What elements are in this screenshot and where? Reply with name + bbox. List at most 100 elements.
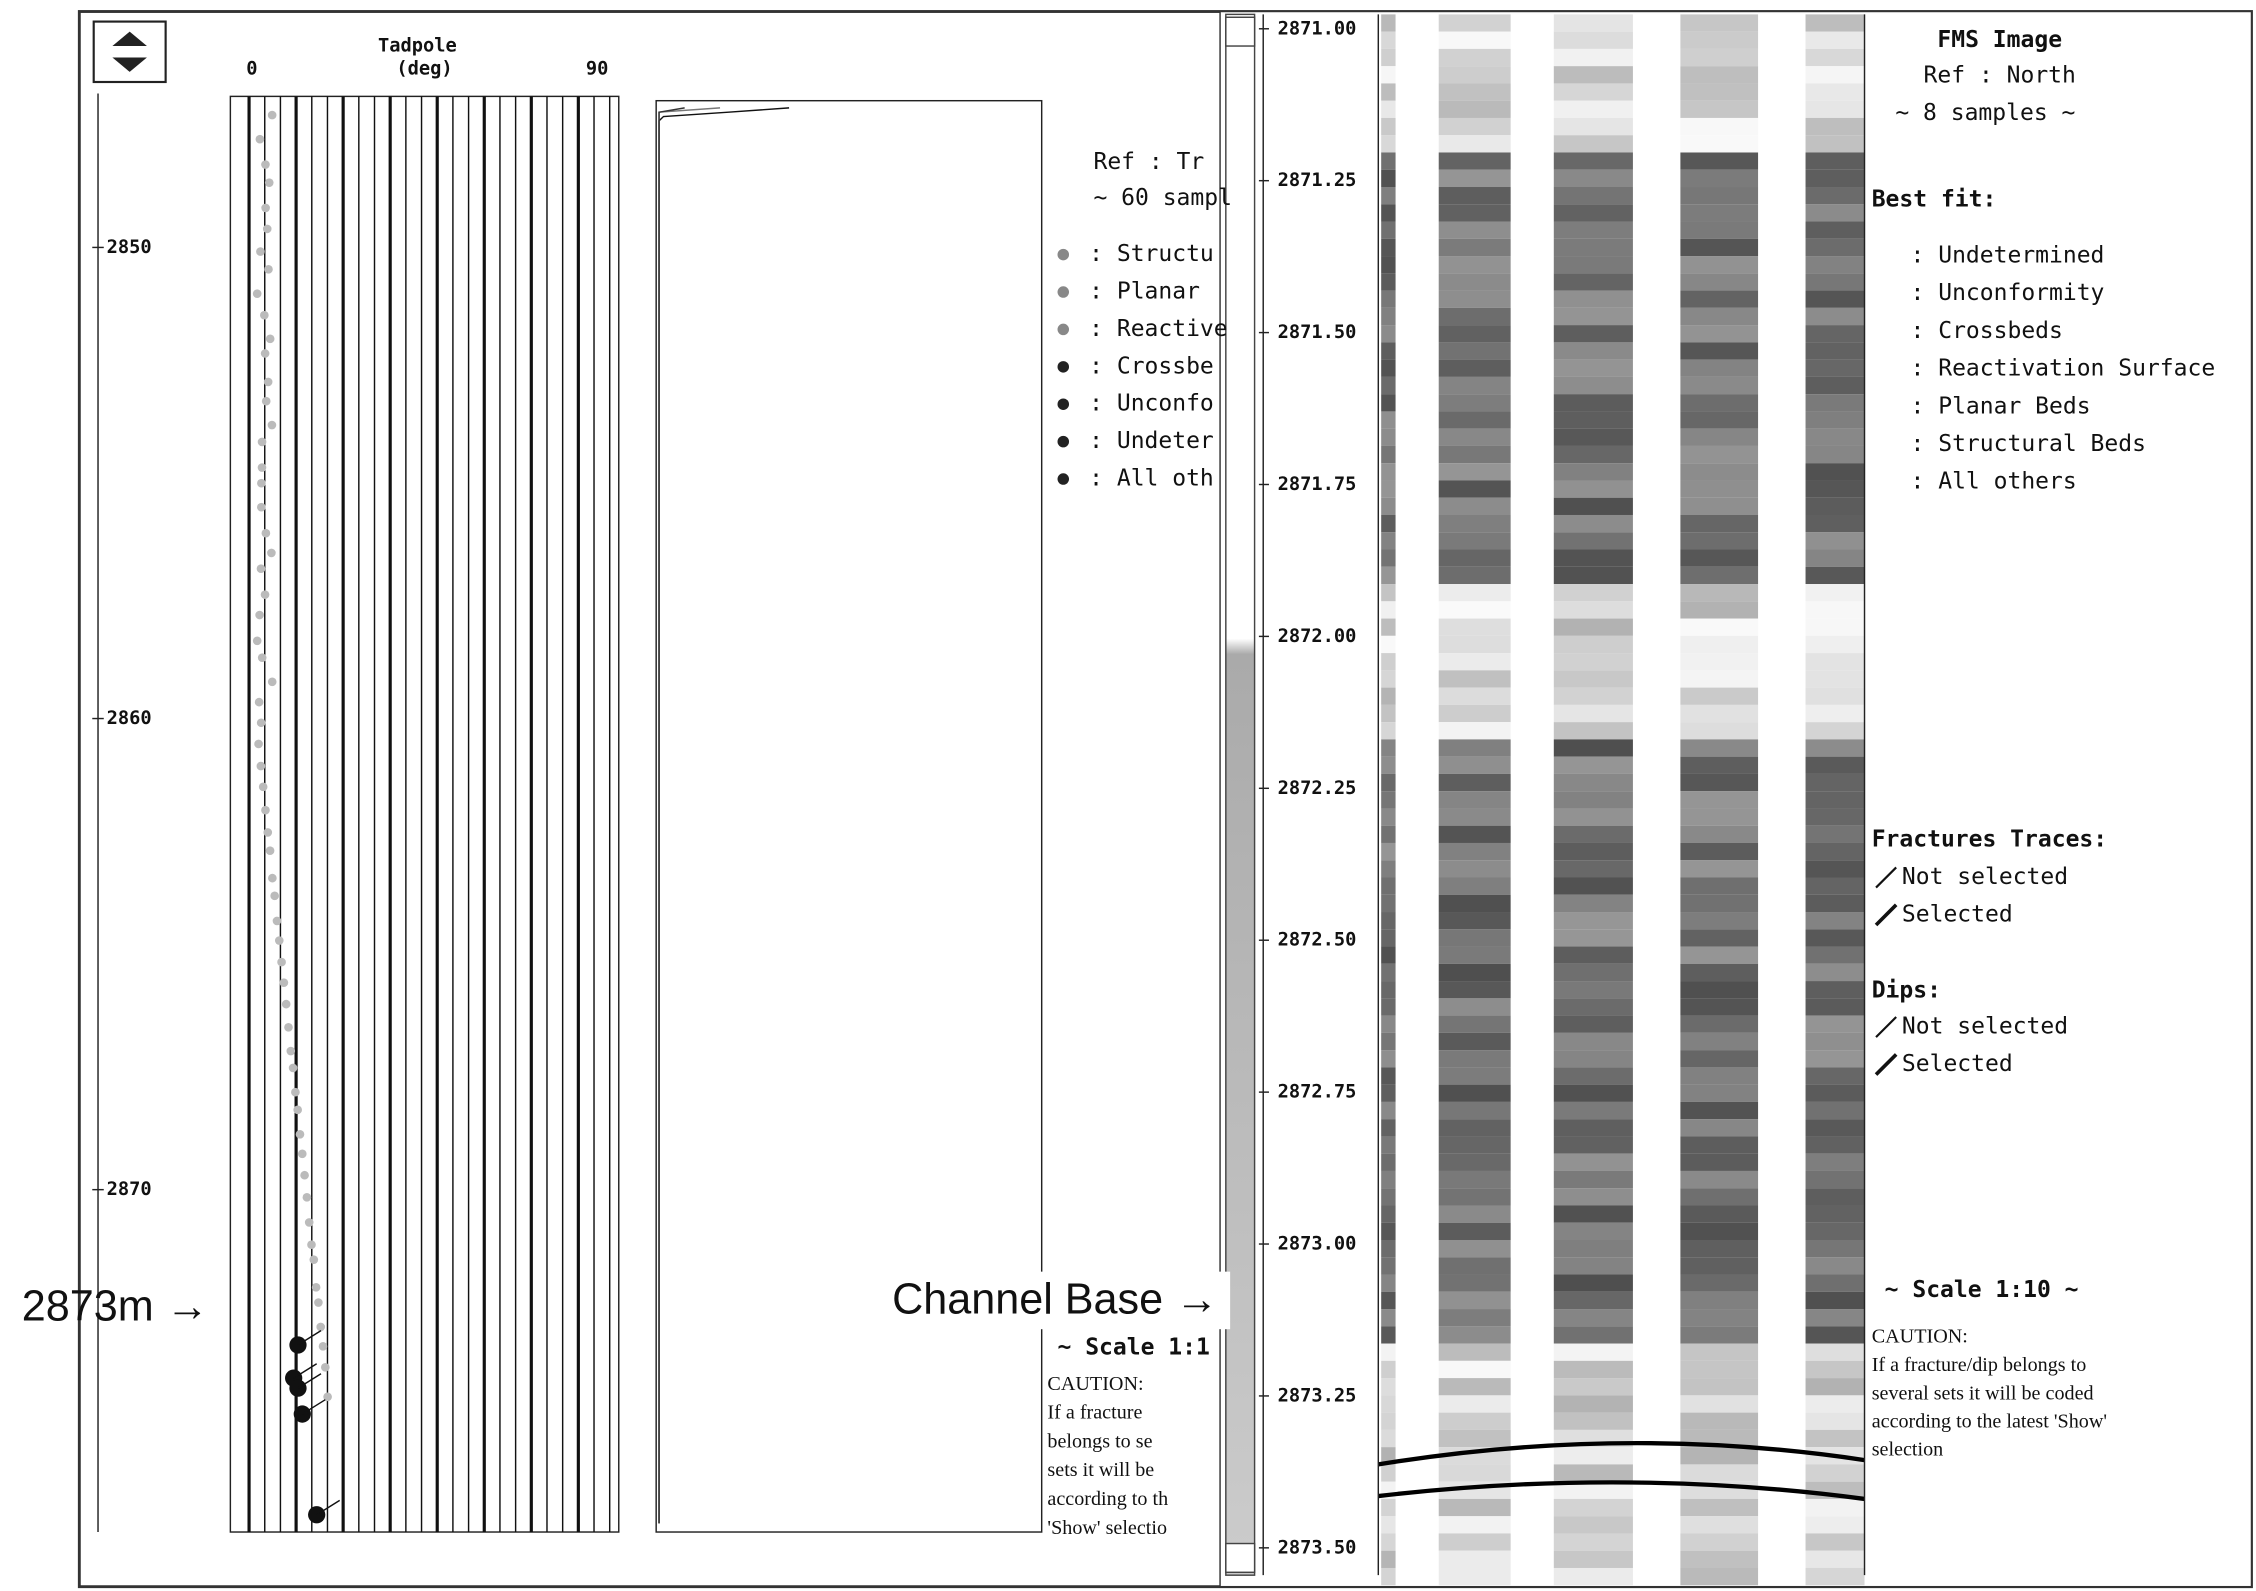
legend-dot [1057,435,1070,448]
image-patch [1805,998,1865,1016]
image-patch [1805,514,1865,533]
image-patch [1381,1378,1396,1396]
image-patch [1680,808,1759,826]
image-patch [1381,204,1396,222]
tadpole [260,590,270,599]
image-patch [1438,1257,1511,1275]
tadpole [255,134,265,144]
image-patch [1553,1257,1633,1275]
legend-items-item: : Undeter [1089,428,1214,454]
image-patch [1438,1222,1511,1241]
image-patch [1553,1498,1633,1517]
image-patch [1553,1136,1633,1154]
image-patch [1680,411,1759,429]
scrollbar[interactable] [1225,13,1256,1576]
image-patch [1805,428,1865,446]
image-patch [1680,1274,1759,1292]
scroll-button[interactable] [92,20,167,84]
image-patch [1438,14,1511,32]
image-patch [1805,1533,1865,1551]
image-patch [1680,998,1759,1016]
image-patch [1438,998,1511,1016]
image-patch [1381,1136,1396,1154]
image-patch [1805,1326,1865,1344]
best-fit-items-item: : All others [1911,469,2077,495]
image-patch [1438,825,1511,843]
image-patch [1805,791,1865,809]
image-patch [1553,1567,1633,1586]
tadpole [281,999,291,1009]
image-patch [1438,1326,1511,1344]
image-patch [1805,1119,1865,1137]
image-patch [1553,100,1633,118]
image-patch [1381,1412,1396,1430]
tadpole [261,396,271,406]
tadpole [307,1240,316,1250]
tadpole [274,936,284,945]
depth-labels-item: 2873.25 [1278,1385,1357,1406]
tadpole [295,1129,305,1139]
image-patch [1381,169,1396,188]
image-patch [1805,1464,1865,1482]
tadpole [264,178,274,187]
image-patch [1553,497,1633,515]
image-patch [1438,359,1511,377]
image-patch [1553,601,1633,619]
image-patch [1438,722,1511,740]
left-panel-track-unit: (deg) [396,59,452,80]
image-patch [1381,325,1396,343]
tadpole [309,1255,319,1264]
image-patch [1680,1343,1759,1361]
tadpole [252,289,262,299]
image-patch [1805,704,1865,723]
image-patch [1805,825,1865,843]
image-patch [1381,1274,1396,1292]
image-patch [1553,635,1633,654]
image-patch [1680,532,1759,550]
depth-labels-item: 2872.50 [1278,930,1357,951]
image-patch [1381,635,1396,654]
caution-lines-item: according to the latest 'Show' [1872,1410,2107,1432]
image-patch [1553,342,1633,360]
image-patch [1680,618,1759,636]
image-patch [1553,1550,1633,1568]
image-patch [1805,756,1865,774]
annotation-bg [884,1271,1231,1330]
image-patch [1553,981,1633,999]
image-patch [1438,325,1511,343]
image-patch [1805,912,1865,930]
image-patch [1381,687,1396,705]
image-patch [1381,912,1396,930]
image-patch [1805,463,1865,481]
image-patch [1381,670,1396,688]
image-patch [1438,290,1511,308]
image-patch [1805,48,1865,67]
image-patch [1805,1170,1865,1189]
image-patch [1381,238,1396,257]
image-patch [1805,256,1865,274]
image-patch [1381,497,1396,515]
image-patch [1553,463,1633,481]
image-patch [1381,48,1396,67]
image-patch [1381,376,1396,395]
image-patch [1438,100,1511,118]
image-patch [1553,376,1633,395]
image-patch [1381,549,1396,567]
image-patch [1438,66,1511,84]
image-patch [1680,1222,1759,1241]
depth-labels-item: 2872.75 [1278,1082,1357,1103]
tadpole [257,478,266,488]
image-patch [1805,238,1865,257]
image-patch [1553,704,1633,723]
image-patch [1680,1084,1759,1102]
image-patch [1553,653,1633,671]
image-patch [1438,1101,1511,1120]
image-patch [1553,135,1633,153]
image-patch [1438,394,1511,412]
image-patch [1805,187,1865,205]
image-patch [1553,670,1633,688]
image-patch [1438,1050,1511,1068]
image-patch [1680,514,1759,533]
depth-labels-item: 2850 [107,237,152,258]
